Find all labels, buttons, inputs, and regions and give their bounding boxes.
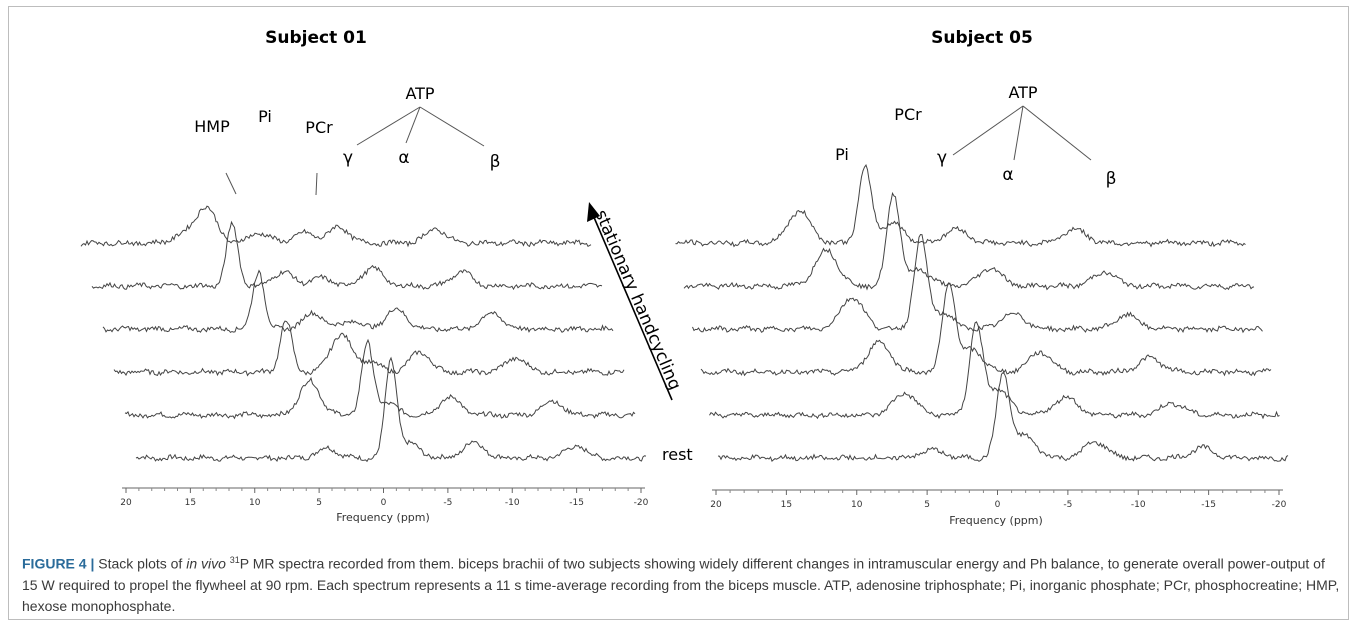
atp-group-label: ATP [405, 84, 434, 103]
figure-plot: Subject 01 Subject 05 HMP Pi PCr γ α β A… [80, 28, 1289, 527]
panel-title-subject-05: Subject 05 [931, 28, 1033, 48]
x-axis-label: Frequency (ppm) [336, 511, 430, 524]
peak-label-pi: Pi [258, 107, 272, 126]
figure-frame [8, 6, 1349, 620]
spectrum-line-1-6 [80, 205, 592, 248]
x-axis-tick-label: 20 [120, 498, 132, 508]
spectrum-line-1-3 [113, 320, 625, 377]
caption-italic: in vivo [186, 555, 226, 572]
x-axis-tick-label: -15 [1201, 500, 1216, 510]
peak-label-beta: β [490, 152, 501, 172]
x-axis-tick-label: -10 [1131, 500, 1146, 510]
atp-bracket-lines [356, 106, 485, 147]
peak-leader-lines [225, 172, 318, 196]
handcycling-arrow [587, 202, 673, 401]
caption-label: FIGURE 4 | [22, 555, 95, 572]
caption-text-a: Stack plots of [94, 555, 187, 572]
x-axis-tick-label: -15 [569, 498, 584, 508]
x-axis-tick-label: 5 [924, 500, 930, 510]
x-axis-tick-label: 15 [781, 500, 792, 510]
atp-bracket-lines [952, 105, 1092, 161]
x-axis-tick-label: -20 [634, 498, 649, 508]
x-axis-tick-label: 5 [316, 498, 322, 508]
x-axis-label: Frequency (ppm) [949, 514, 1043, 527]
x-axis-tick-label: 0 [995, 500, 1001, 510]
x-axis-tick-label: 10 [249, 498, 261, 508]
peak-label-pi: Pi [835, 145, 849, 164]
arrow-label: stationary handcycling [590, 207, 684, 393]
peak-label-pcr: PCr [305, 118, 333, 137]
peak-label-hmp: HMP [194, 117, 230, 136]
caption-superscript: 31 [229, 555, 240, 565]
x-axis-tick-label: -10 [505, 498, 520, 508]
spectrum-line-2-6 [675, 164, 1246, 248]
x-axis-tick-label: -5 [1063, 500, 1072, 510]
spectrum-line-2-2 [709, 321, 1280, 420]
spectrum-line-2-5 [683, 191, 1255, 291]
x-axis-tick-label: 10 [851, 500, 863, 510]
x-axis-tick-label: -5 [443, 498, 452, 508]
spectrum-line-2-3 [700, 282, 1272, 377]
panel-title-subject-01: Subject 01 [265, 28, 367, 48]
atp-group-label: ATP [1008, 83, 1037, 102]
spectrum-line-1-5 [91, 220, 603, 291]
x-axis-tick-label: 20 [710, 500, 722, 510]
spectrum-line-1-4 [102, 269, 614, 334]
peak-label-gamma: γ [937, 148, 947, 168]
rest-label: rest [662, 445, 693, 464]
figure-caption: FIGURE 4 | Stack plots of in vivo 31P MR… [22, 550, 1342, 617]
x-axis-tick-label: 0 [381, 498, 387, 508]
x-axis-tick-label: 15 [185, 498, 196, 508]
caption-text-b: P MR spectra recorded from them. biceps … [22, 555, 1340, 614]
peak-label-alpha: α [1002, 165, 1013, 185]
peak-label-pcr: PCr [894, 105, 922, 124]
peak-label-alpha: α [398, 148, 409, 168]
spectrum-line-2-1 [717, 372, 1289, 462]
spectrum-line-2-4 [692, 233, 1263, 334]
spectrum-line-1-2 [124, 338, 636, 420]
x-axis-tick-label: -20 [1272, 500, 1287, 510]
peak-label-gamma: γ [343, 148, 353, 168]
spectrum-line-1-1 [135, 356, 647, 463]
spectra-layer: 20 15 10 5 0 -5 -10 -15 -20 20 15 10 5 0 -5 -10 -15 -20 [80, 164, 1289, 510]
peak-label-beta: β [1106, 169, 1117, 189]
